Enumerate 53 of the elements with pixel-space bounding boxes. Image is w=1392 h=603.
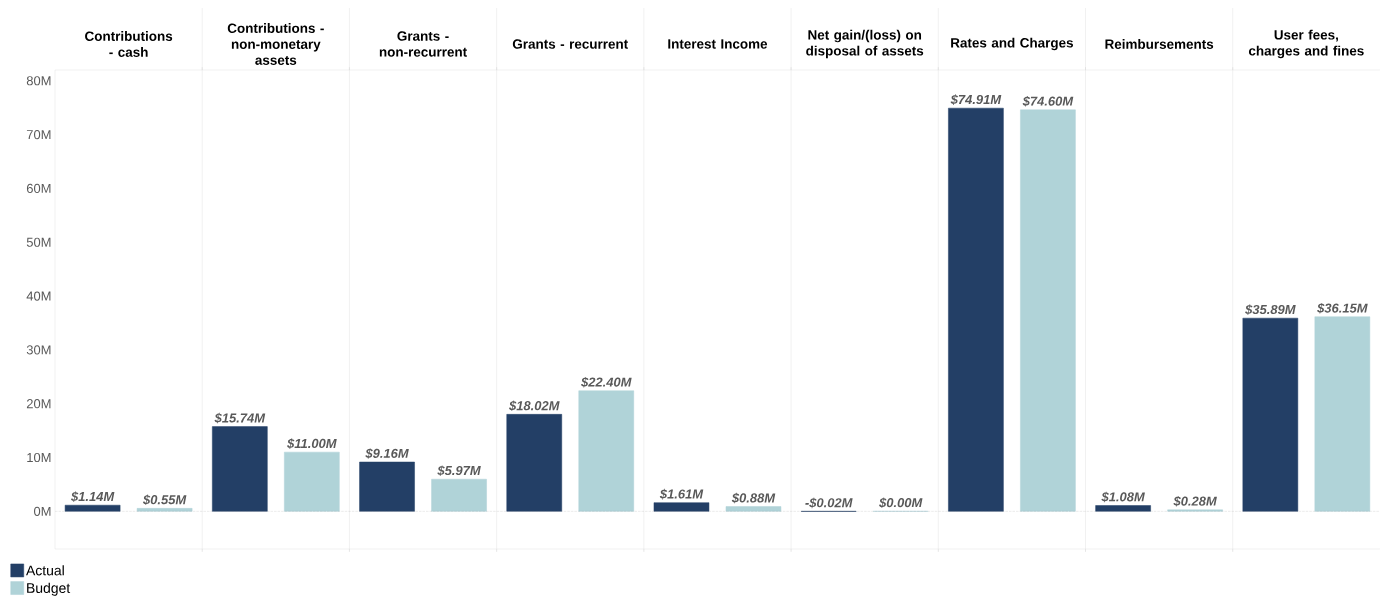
bar (212, 426, 268, 512)
bar (1242, 317, 1299, 512)
x-tick-label: Contributions - non-monetary assets (227, 23, 324, 65)
data-label: $9.16M (365, 448, 409, 459)
data-label: -$0.02M (805, 497, 853, 509)
data-label: $0.00M (879, 497, 923, 509)
x-tick-label: Contributions - cash (85, 31, 173, 57)
y-tick-label: 40M (26, 291, 51, 301)
data-label: $74.60M (1022, 96, 1074, 107)
data-label: $18.02M (508, 400, 560, 412)
bar (64, 504, 121, 512)
data-label: $0.55M (142, 494, 187, 506)
bar (1095, 505, 1151, 512)
bar (1314, 316, 1371, 512)
data-label: $15.74M (214, 412, 266, 424)
y-tick-label: 0M (33, 506, 51, 516)
y-tick-label: 30M (26, 345, 51, 355)
data-label: $22.40M (580, 376, 632, 388)
bar (948, 107, 1004, 512)
y-tick-label: 50M (26, 237, 51, 247)
data-label: $36.15M (1317, 302, 1368, 314)
x-tick-label: Reimbursements (1105, 39, 1214, 49)
y-tick-label: 70M (26, 130, 51, 140)
data-label: $1.08M (1101, 491, 1145, 503)
x-tick-label: Interest Income (668, 39, 768, 49)
data-label: $0.88M (731, 492, 776, 504)
bar (1020, 109, 1076, 512)
y-tick-label: 80M (26, 76, 51, 86)
data-label: $1.14M (70, 491, 115, 502)
data-label: $1.61M (659, 488, 704, 500)
x-tick-label: User fees, charges and fines (1248, 29, 1364, 59)
x-tick-label: Net gain/(loss) on disposal of assets (806, 29, 924, 59)
y-tick-label: 10M (27, 452, 51, 463)
data-label: $11.00M (287, 438, 337, 449)
bar (506, 414, 562, 512)
x-tick-label: Grants - non-recurrent (379, 31, 467, 57)
data-label: $5.97M (437, 465, 481, 476)
y-tick-label: 20M (26, 399, 51, 409)
bar (578, 390, 635, 512)
data-label: $74.91M (950, 94, 1002, 105)
bar (284, 451, 340, 512)
x-tick-label: Grants - recurrent (512, 39, 628, 49)
data-label: $0.28M (1173, 496, 1217, 507)
bar (136, 508, 193, 512)
bar (653, 502, 710, 512)
legend-label: Budget (27, 582, 71, 596)
y-tick-label: 60M (26, 183, 51, 193)
bar (431, 478, 487, 512)
bar (359, 461, 415, 512)
data-label: $35.89M (1245, 304, 1296, 315)
x-tick-label: Rates and Charges (951, 37, 1074, 51)
bar (725, 506, 782, 512)
legend-label: Actual (26, 565, 64, 576)
